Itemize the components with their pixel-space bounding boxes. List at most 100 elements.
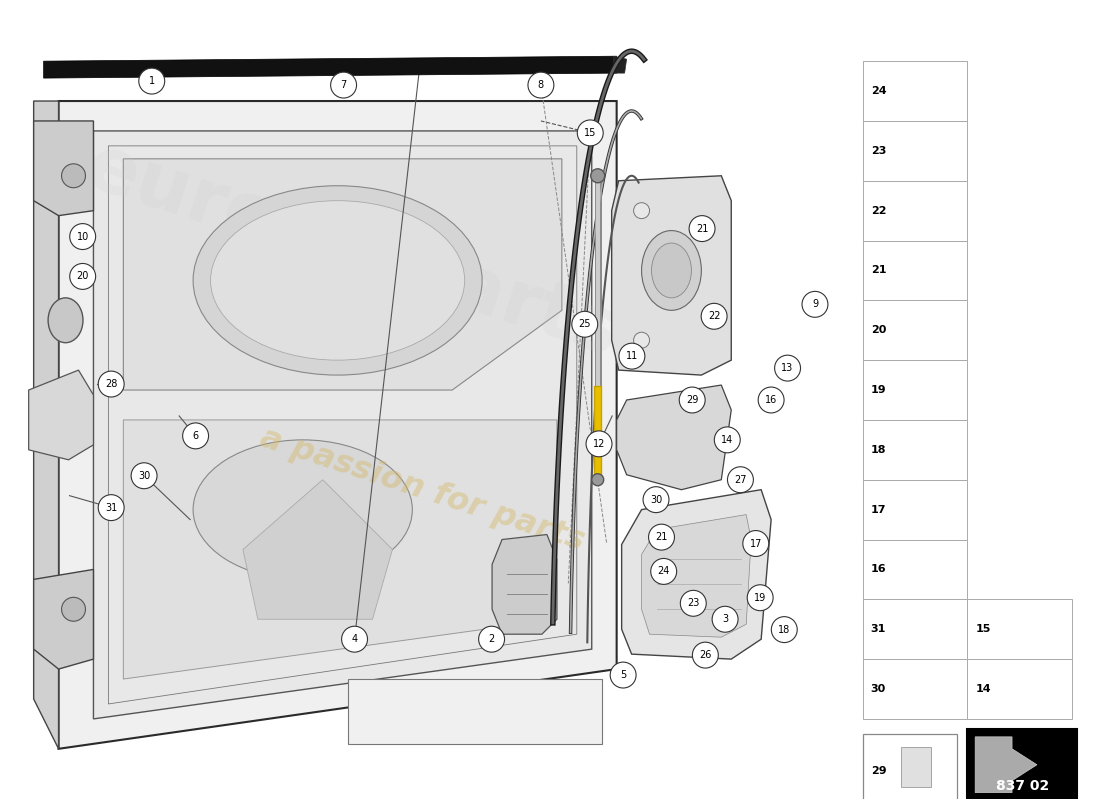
Polygon shape — [612, 176, 732, 375]
Bar — [348, 679, 602, 744]
Circle shape — [578, 120, 603, 146]
Polygon shape — [123, 420, 557, 679]
Circle shape — [712, 606, 738, 632]
Text: 31: 31 — [106, 502, 118, 513]
Text: 10: 10 — [77, 231, 89, 242]
Polygon shape — [641, 514, 751, 637]
Circle shape — [680, 590, 706, 616]
Text: 29: 29 — [871, 766, 887, 776]
Bar — [968, 599, 1072, 659]
Circle shape — [591, 169, 605, 182]
Bar — [862, 599, 968, 659]
Bar — [862, 61, 968, 121]
Bar — [862, 539, 968, 599]
Bar — [862, 420, 968, 480]
Text: 21: 21 — [696, 223, 708, 234]
Text: 22: 22 — [871, 206, 887, 216]
Circle shape — [634, 202, 649, 218]
Text: 19: 19 — [754, 593, 767, 602]
Bar — [862, 121, 968, 181]
Circle shape — [771, 617, 797, 642]
Circle shape — [62, 164, 86, 188]
Text: 14: 14 — [722, 435, 734, 445]
Circle shape — [727, 466, 754, 493]
Text: 15: 15 — [584, 128, 596, 138]
Polygon shape — [621, 490, 771, 659]
Text: 16: 16 — [764, 395, 778, 405]
Text: 20: 20 — [871, 326, 887, 335]
Ellipse shape — [210, 201, 464, 360]
Polygon shape — [29, 370, 94, 460]
Bar — [862, 659, 968, 719]
Bar — [862, 480, 968, 539]
Text: 15: 15 — [976, 624, 991, 634]
Polygon shape — [492, 534, 557, 634]
Text: 837 02: 837 02 — [996, 779, 1048, 794]
Text: 23: 23 — [871, 146, 887, 156]
Text: 8: 8 — [538, 80, 544, 90]
Circle shape — [758, 387, 784, 413]
Circle shape — [689, 216, 715, 242]
Text: 18: 18 — [778, 625, 791, 634]
Text: 14: 14 — [976, 684, 991, 694]
Text: 25: 25 — [579, 319, 591, 330]
Text: 1: 1 — [148, 76, 155, 86]
Text: 24: 24 — [658, 566, 670, 577]
Polygon shape — [34, 570, 94, 669]
Polygon shape — [617, 385, 732, 490]
Bar — [901, 747, 931, 786]
Text: 31: 31 — [871, 624, 887, 634]
Text: 30: 30 — [138, 470, 151, 481]
Circle shape — [572, 311, 597, 338]
Text: 9: 9 — [812, 299, 818, 310]
Circle shape — [98, 494, 124, 521]
Bar — [967, 729, 1077, 800]
Text: 30: 30 — [871, 684, 886, 694]
Circle shape — [649, 524, 674, 550]
Text: 26: 26 — [700, 650, 712, 660]
Text: 30: 30 — [650, 494, 662, 505]
Circle shape — [139, 68, 165, 94]
Circle shape — [747, 585, 773, 610]
Text: 4: 4 — [352, 634, 358, 644]
Text: 20: 20 — [77, 271, 89, 282]
Circle shape — [742, 530, 769, 557]
Circle shape — [131, 462, 157, 489]
Text: 22: 22 — [708, 311, 720, 322]
Text: 3: 3 — [722, 614, 728, 624]
Text: 19: 19 — [871, 385, 887, 395]
Bar — [862, 360, 968, 420]
Text: 21: 21 — [656, 532, 668, 542]
Circle shape — [679, 387, 705, 413]
Bar — [862, 734, 957, 800]
Text: 6: 6 — [192, 431, 199, 441]
Polygon shape — [34, 101, 58, 749]
Circle shape — [714, 427, 740, 453]
Polygon shape — [109, 146, 576, 704]
Circle shape — [342, 626, 367, 652]
Circle shape — [610, 662, 636, 688]
Text: eurocarparts: eurocarparts — [77, 130, 628, 372]
Circle shape — [592, 474, 604, 486]
Text: 28: 28 — [104, 379, 118, 389]
Text: 12: 12 — [593, 439, 605, 449]
Text: 23: 23 — [688, 598, 700, 608]
Ellipse shape — [48, 298, 82, 342]
Polygon shape — [614, 56, 627, 73]
Ellipse shape — [194, 440, 412, 579]
Circle shape — [619, 343, 645, 369]
Bar — [862, 241, 968, 300]
Circle shape — [644, 486, 669, 513]
Circle shape — [62, 598, 86, 622]
Polygon shape — [34, 121, 94, 216]
Circle shape — [802, 291, 828, 318]
Circle shape — [701, 303, 727, 330]
Circle shape — [478, 626, 505, 652]
Text: 13: 13 — [781, 363, 794, 373]
Polygon shape — [123, 159, 562, 390]
Ellipse shape — [641, 230, 702, 310]
Text: 7: 7 — [341, 80, 346, 90]
Circle shape — [634, 332, 649, 348]
Text: 21: 21 — [871, 266, 887, 275]
Text: a passion for parts: a passion for parts — [256, 422, 588, 557]
